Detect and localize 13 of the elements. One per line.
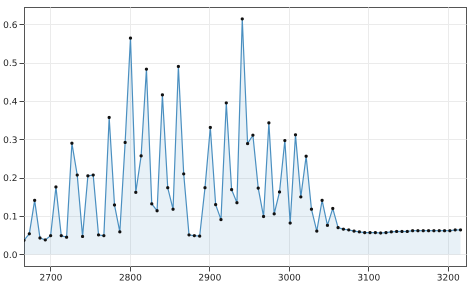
y-tick-label: 0.0 xyxy=(3,250,18,261)
y-tick-label: 0.6 xyxy=(3,20,18,31)
y-tick-label: 0.5 xyxy=(3,59,18,70)
y-tick-label: 0.4 xyxy=(3,98,18,108)
x-tick-label: 2900 xyxy=(198,274,222,284)
x-tick-label: 2800 xyxy=(118,274,142,284)
x-tick-label: 2700 xyxy=(40,274,63,284)
x-tick-label: 3100 xyxy=(357,274,380,284)
y-tick-label: 0.1 xyxy=(3,212,18,223)
x-tick-label: 3000 xyxy=(278,274,302,284)
y-tick-label: 0.2 xyxy=(3,174,18,184)
y-tick-label: 0.3 xyxy=(3,136,18,146)
x-tick-label: 3200 xyxy=(436,274,460,284)
